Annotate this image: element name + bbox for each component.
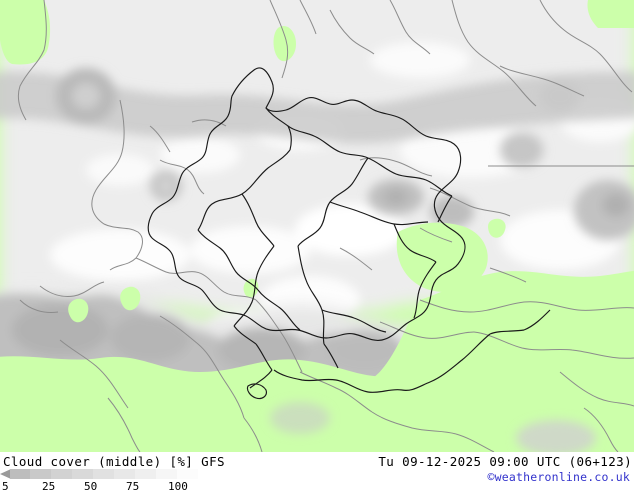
colorbar-tick-75: 75: [126, 480, 140, 490]
valid-time-label: Tu 09-12-2025 09:00 UTC (06+123): [378, 454, 632, 469]
colorbar-tick-50: 50: [84, 480, 98, 490]
colorbar-tick-25: 25: [42, 480, 56, 490]
legend-footer: Cloud cover (middle) [%] GFS Tu 09-12-20…: [0, 452, 634, 490]
colorbar-tick-5: 5: [2, 480, 9, 490]
colorbar-swatches: [0, 469, 215, 479]
colorbar-swatch-62: [114, 469, 135, 479]
cloud-cover-map[interactable]: [0, 0, 634, 452]
colorbar-swatch-100: [177, 469, 198, 479]
colorbar-swatch-15: [30, 469, 51, 479]
colorbar-swatch-87: [156, 469, 177, 479]
colorbar-swatch-37: [72, 469, 93, 479]
attribution-label: ©weatheronline.co.uk: [487, 470, 630, 484]
colorbar-swatch-75: [135, 469, 156, 479]
product-title: Cloud cover (middle) [%] GFS: [3, 454, 225, 469]
colorbar: 5 25 50 75 100: [0, 469, 215, 490]
colorbar-swatch-5: [10, 469, 30, 479]
colorbar-swatch-25: [51, 469, 72, 479]
cloud-field: [0, 0, 634, 452]
colorbar-low-end-arrow: [0, 469, 11, 479]
germany-state-borders: [147, 67, 551, 400]
colorbar-swatch-50: [93, 469, 114, 479]
country-borders: [17, 0, 634, 452]
colorbar-tick-100: 100: [168, 480, 188, 490]
